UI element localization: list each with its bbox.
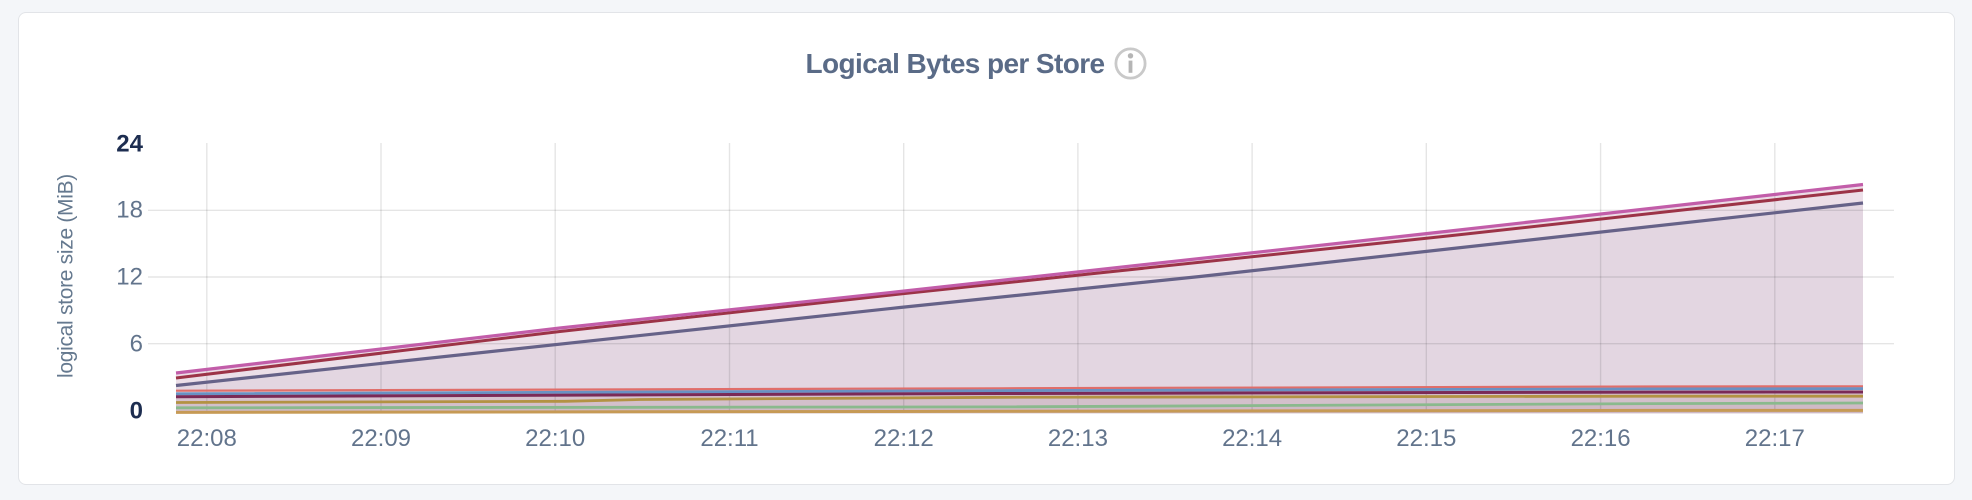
svg-text:logical store size (MiB): logical store size (MiB) [55, 174, 78, 378]
svg-text:18: 18 [116, 197, 143, 224]
svg-text:22:11: 22:11 [700, 425, 758, 452]
svg-text:22:15: 22:15 [1396, 425, 1456, 452]
svg-text:22:08: 22:08 [177, 425, 237, 452]
svg-text:12: 12 [116, 264, 143, 291]
svg-text:0: 0 [130, 398, 143, 425]
svg-text:22:10: 22:10 [525, 425, 585, 452]
svg-text:22:17: 22:17 [1745, 425, 1805, 452]
svg-text:22:09: 22:09 [351, 425, 411, 452]
svg-text:22:13: 22:13 [1048, 425, 1108, 452]
svg-text:6: 6 [130, 331, 143, 358]
svg-text:22:16: 22:16 [1571, 425, 1631, 452]
svg-text:22:14: 22:14 [1222, 425, 1282, 452]
svg-text:22:12: 22:12 [874, 425, 934, 452]
svg-text:Logical Bytes per Store: Logical Bytes per Store [806, 48, 1105, 79]
svg-text:24: 24 [116, 131, 143, 158]
